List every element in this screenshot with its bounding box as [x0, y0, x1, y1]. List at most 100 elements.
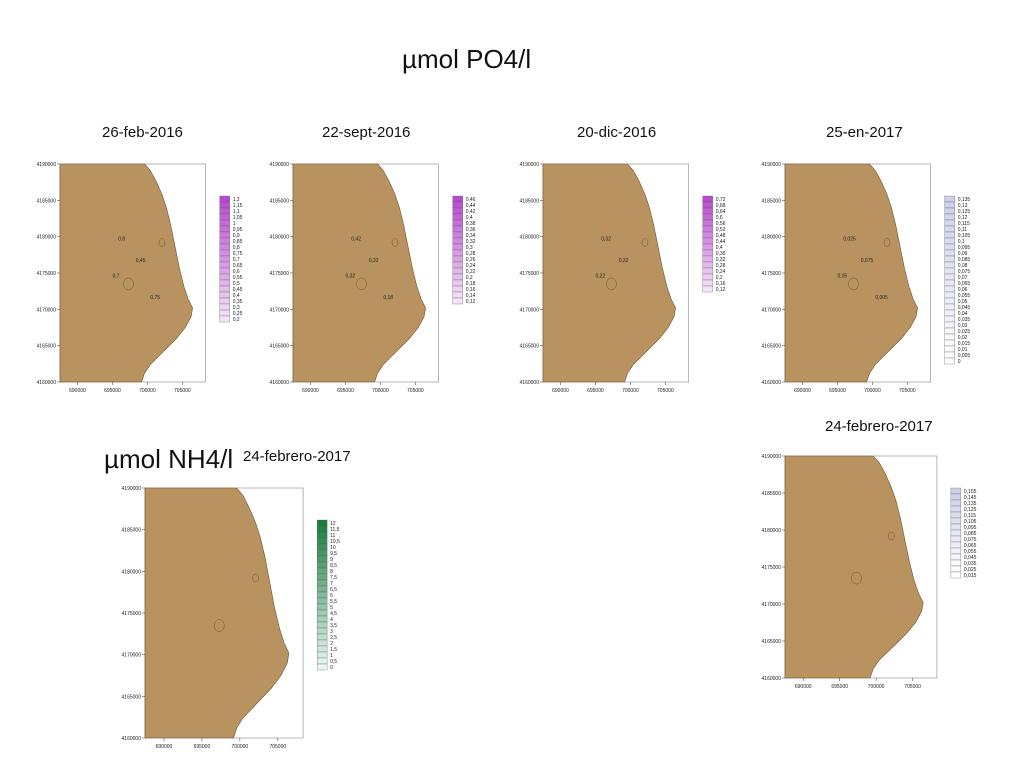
legend-swatch — [944, 231, 955, 239]
legend-swatch — [219, 255, 230, 263]
legend-label: 0,015 — [964, 573, 977, 579]
x-tick-label: 705000 — [174, 388, 191, 394]
legend-swatch — [950, 571, 962, 579]
y-tick-label: 4165000 — [122, 694, 142, 700]
legend-label: 0,5 — [233, 281, 240, 287]
legend-label: 0,45 — [233, 287, 243, 293]
map-panel: 0,8 0,7 0,45 0,75 4190000 4185000 4180000 41750… — [37, 162, 243, 394]
legend-swatch — [702, 273, 713, 281]
legend-label: 0,36 — [466, 227, 476, 233]
legend-label: 7 — [330, 581, 333, 587]
y-tick-label: 4160000 — [520, 380, 540, 386]
y-tick-label: 4175000 — [762, 565, 782, 571]
y-tick-label: 4170000 — [270, 307, 290, 313]
legend-swatch — [944, 333, 955, 341]
legend-label: 4 — [330, 617, 333, 623]
y-tick-label: 4185000 — [37, 198, 57, 204]
legend-label: 0,42 — [466, 209, 476, 215]
y-tick-label: 4170000 — [520, 307, 540, 313]
contour-label: 0,7 — [112, 273, 119, 279]
legend-swatch — [950, 505, 962, 513]
legend-swatch — [944, 273, 955, 281]
po4-title: µmol PO4/l — [402, 44, 532, 74]
y-tick-label: 4175000 — [122, 611, 142, 617]
island — [888, 531, 895, 541]
legend-label: 0,3 — [466, 245, 473, 251]
legend-label: 3 — [330, 629, 333, 635]
legend-label: 0,075 — [958, 269, 971, 275]
legend-label: 0,005 — [958, 353, 971, 359]
x-tick-label: 700000 — [139, 388, 156, 394]
legend-label: 0,44 — [466, 203, 476, 209]
legend-label: 0,24 — [716, 269, 726, 275]
island — [214, 619, 225, 632]
land-area — [784, 455, 924, 679]
legend-swatch — [452, 237, 463, 245]
legend-swatch — [944, 357, 955, 365]
island — [158, 238, 166, 247]
y-tick-label: 4165000 — [762, 344, 782, 350]
legend-swatch — [950, 529, 962, 537]
legend-swatch — [219, 213, 230, 221]
legend-label: 0,09 — [958, 251, 968, 257]
y-tick-label: 4190000 — [270, 162, 290, 168]
legend-label: 0,55 — [233, 275, 243, 281]
map-panel: 0,32 0,22 0,32 4190000 4185000 4180000 4175000… — [520, 162, 726, 394]
legend-swatch — [944, 219, 955, 227]
legend-swatch — [944, 297, 955, 305]
legend-swatch — [316, 651, 328, 659]
legend-label: 1,2 — [233, 197, 240, 203]
legend-swatch — [702, 225, 713, 233]
legend-swatch — [219, 261, 230, 269]
legend-swatch — [219, 225, 230, 233]
legend-label: 0,95 — [233, 227, 243, 233]
legend-swatch — [944, 207, 955, 215]
legend-label: 1 — [233, 221, 236, 227]
y-tick-label: 4170000 — [762, 307, 782, 313]
legend-swatch — [219, 201, 230, 209]
legend-label: 0,34 — [466, 233, 476, 239]
legend-swatch — [950, 493, 962, 501]
legend-label: 0,08 — [958, 263, 968, 269]
x-tick-label: 690000 — [795, 684, 812, 690]
y-tick-label: 4160000 — [37, 380, 57, 386]
legend-swatch — [702, 207, 713, 215]
legend-label: 0,105 — [964, 519, 977, 525]
legend-swatch — [219, 237, 230, 245]
date-label: 24-febrero-2017 — [825, 418, 933, 435]
legend-label: 7,5 — [330, 575, 337, 581]
legend-label: 0,28 — [716, 263, 726, 269]
contour-label: 0,32 — [345, 273, 355, 279]
legend-label: 0,4 — [233, 293, 240, 299]
legend-label: 0,125 — [958, 209, 971, 215]
legend-swatch — [219, 297, 230, 305]
legend-label: 0,12 — [466, 299, 476, 305]
legend-swatch — [316, 597, 328, 605]
contour-label: 0,32 — [601, 236, 611, 242]
legend-swatch — [452, 291, 463, 299]
legend-swatch — [702, 243, 713, 251]
legend-swatch — [944, 225, 955, 233]
legend-swatch — [316, 633, 328, 641]
legend-swatch — [452, 225, 463, 233]
legend-label: 0,115 — [964, 513, 976, 519]
legend-swatch — [219, 309, 230, 317]
legend-label: 0,155 — [964, 489, 977, 495]
legend-label: 0,045 — [958, 305, 971, 311]
legend-swatch — [316, 645, 328, 653]
contour-label: 0,45 — [136, 258, 146, 264]
land-area — [542, 163, 676, 383]
y-tick-label: 4185000 — [762, 198, 782, 204]
legend-label: 0,75 — [233, 251, 243, 257]
date-label: 20-dic-2016 — [577, 124, 657, 141]
legend-label: 0,2 — [716, 275, 723, 281]
island — [123, 277, 134, 291]
legend-swatch — [944, 195, 955, 203]
legend-label: 0,04 — [958, 311, 968, 317]
legend-label: 3,5 — [330, 623, 337, 629]
y-tick-label: 4180000 — [270, 235, 290, 241]
legend-label: 0,025 — [964, 567, 977, 573]
y-tick-label: 4165000 — [270, 344, 290, 350]
legend-swatch — [702, 219, 713, 227]
map-panel: 4190000418500041800004175000417000041650… — [122, 486, 341, 750]
